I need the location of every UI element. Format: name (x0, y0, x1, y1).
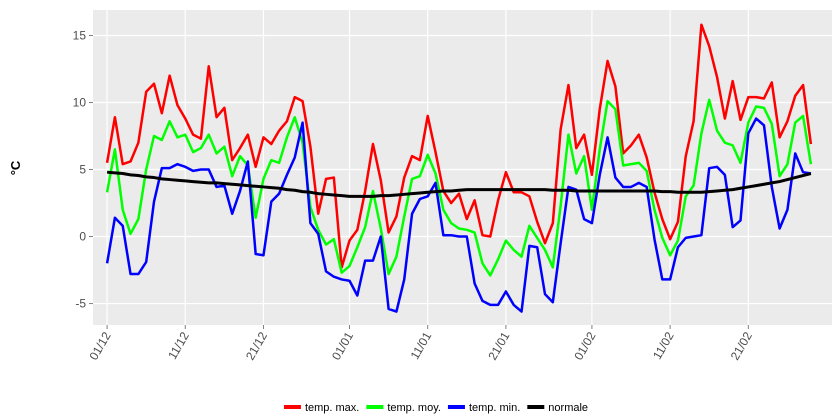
x-tick-label: 21/12 (243, 329, 270, 362)
x-tick-label: 11/12 (165, 329, 192, 362)
x-tick-label: 11/01 (408, 329, 435, 362)
legend-label: temp. min. (469, 402, 520, 414)
x-tick-label: 01/02 (571, 329, 598, 362)
y-tick-label: -5 (75, 297, 86, 311)
x-tick-label: 21/01 (485, 329, 512, 362)
y-axis-title: °C (8, 160, 23, 175)
y-tick-label: 15 (73, 28, 87, 42)
series-line (105, 98, 813, 277)
series-line (106, 170, 812, 198)
legend-label: normale (548, 402, 588, 414)
series-line (105, 117, 812, 313)
x-tick-label: 21/02 (728, 329, 755, 362)
x-tick-label: 01/12 (87, 329, 114, 362)
x-tick-label: 11/02 (650, 329, 677, 362)
legend-label: temp. moy. (387, 402, 441, 414)
legend-label: temp. max. (305, 402, 359, 414)
y-tick-label: 10 (73, 95, 87, 109)
y-tick-label: 0 (79, 230, 86, 244)
y-tick-label: 5 (79, 163, 86, 177)
plot-panel (93, 10, 832, 325)
series-line (105, 23, 813, 269)
x-tick-label: 01/01 (329, 329, 356, 362)
